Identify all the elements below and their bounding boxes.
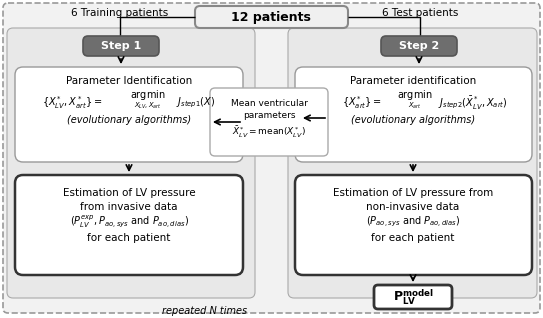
- Text: Parameter identification: Parameter identification: [350, 76, 476, 86]
- Text: Estimation of LV pressure from: Estimation of LV pressure from: [333, 188, 493, 198]
- Text: Mean ventricular: Mean ventricular: [231, 100, 307, 108]
- FancyBboxPatch shape: [3, 3, 540, 313]
- Text: parameters: parameters: [243, 112, 295, 121]
- FancyBboxPatch shape: [381, 36, 457, 56]
- Text: (evolutionary algorithms): (evolutionary algorithms): [67, 115, 191, 125]
- FancyBboxPatch shape: [195, 6, 348, 28]
- FancyBboxPatch shape: [15, 67, 243, 162]
- Text: Estimation of LV pressure: Estimation of LV pressure: [62, 188, 195, 198]
- FancyBboxPatch shape: [295, 67, 532, 162]
- Text: 6 Training patients: 6 Training patients: [71, 8, 169, 18]
- Text: $\mathbf{P^{model}_{LV}}$: $\mathbf{P^{model}_{LV}}$: [393, 287, 433, 307]
- Text: 12 patients: 12 patients: [231, 10, 311, 24]
- Text: for each patient: for each patient: [87, 233, 171, 243]
- Text: $J_{step1}(X)$: $J_{step1}(X)$: [176, 96, 216, 110]
- FancyBboxPatch shape: [83, 36, 159, 56]
- Text: from invasive data: from invasive data: [80, 202, 178, 212]
- FancyBboxPatch shape: [7, 28, 255, 298]
- Text: $\underset{X_{art}}{\mathrm{argmin}}$: $\underset{X_{art}}{\mathrm{argmin}}$: [397, 89, 433, 111]
- FancyBboxPatch shape: [288, 28, 537, 298]
- Text: $\underset{X_{LV},X_{art}}{\mathrm{argmin}}$: $\underset{X_{LV},X_{art}}{\mathrm{argmi…: [130, 89, 166, 111]
- Text: Parameter Identification: Parameter Identification: [66, 76, 192, 86]
- Text: repeated N times: repeated N times: [162, 306, 248, 316]
- Text: $(P^{exp}_{LV}, P_{ao,sys}$ and $P_{ao,dias})$: $(P^{exp}_{LV}, P_{ao,sys}$ and $P_{ao,d…: [70, 214, 188, 230]
- Text: $\{X^*_{LV}, X^*_{art}\} =$: $\{X^*_{LV}, X^*_{art}\} =$: [42, 94, 102, 111]
- Text: (evolutionary algorithms): (evolutionary algorithms): [351, 115, 475, 125]
- Text: 6 Test patients: 6 Test patients: [382, 8, 458, 18]
- Text: $\{X^*_{art}\} =$: $\{X^*_{art}\} =$: [342, 94, 382, 111]
- Text: $J_{step2}(\bar{X}^*_{LV}, X_{art})$: $J_{step2}(\bar{X}^*_{LV}, X_{art})$: [438, 94, 508, 111]
- FancyBboxPatch shape: [15, 175, 243, 275]
- Text: $\bar{X}^*_{LV} = \mathrm{mean}(X^*_{LV})$: $\bar{X}^*_{LV} = \mathrm{mean}(X^*_{LV}…: [232, 124, 306, 140]
- Text: for each patient: for each patient: [371, 233, 454, 243]
- Text: $(P_{ao,sys}$ and $P_{ao,dias})$: $(P_{ao,sys}$ and $P_{ao,dias})$: [366, 215, 460, 229]
- FancyBboxPatch shape: [295, 175, 532, 275]
- Text: Step 2: Step 2: [399, 41, 439, 51]
- Text: Step 1: Step 1: [101, 41, 141, 51]
- FancyBboxPatch shape: [374, 285, 452, 309]
- FancyBboxPatch shape: [210, 88, 328, 156]
- Text: non-invasive data: non-invasive data: [367, 202, 459, 212]
